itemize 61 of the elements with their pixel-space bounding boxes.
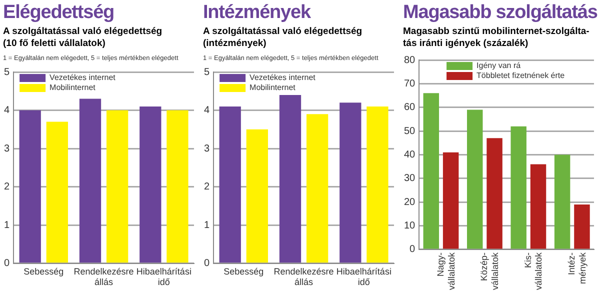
bar [340,102,362,263]
y-tick-label: 2 [4,182,10,193]
y-tick-label: 3 [204,143,210,154]
bar [279,94,302,263]
chart-title: Intézmények [203,2,312,24]
x-tick-label: Rendelkezésre állás [74,266,134,288]
y-tick-label: 10 [404,220,416,232]
y-tick-label: 4 [204,105,210,116]
x-tick-label: Nagy- vállalatok [435,252,456,290]
legend-label: Mobilinternet [50,83,96,92]
bar [574,204,590,249]
chart-subtitle: A szolgáltatással való elégedettség (intézmények) [203,26,364,50]
y-tick-label: 4 [4,105,10,116]
y-tick-label: 0 [410,244,416,256]
legend-label: Többletet fizetnének érte [476,71,566,80]
x-tick-label: Intéz- mények [566,252,588,284]
legend-label: Igény van rá [476,61,522,70]
bar [306,114,328,263]
x-tick-label: Hibaelhárítási idő [136,266,192,288]
legend-label: Mobilinternet [250,83,296,92]
bar [510,126,526,249]
bar [140,106,162,263]
y-tick-label: 1 [4,220,10,231]
bar [366,106,388,263]
y-tick-label: 5 [4,66,10,78]
bar [486,138,502,249]
bar [554,154,570,249]
x-tick-label: Sebesség [24,266,64,276]
bar [46,122,68,263]
x-tick-label: Hibaelhárítási idő [336,266,392,288]
bar [106,110,128,263]
bar [423,93,440,249]
bar [530,164,546,249]
y-tick-label: 80 [404,54,416,66]
y-tick-label: 40 [404,149,416,160]
bar [466,110,483,249]
bar [19,110,41,263]
y-tick-label: 30 [404,173,416,184]
bar [246,129,268,263]
chart-subtitle: Magasabb szintű mobilinternet-szolgálta- tás iránti igények (százalék) [403,26,590,50]
y-tick-label: 60 [404,102,416,114]
chart-title: Magasabb szolgáltatás [403,2,598,24]
x-tick-label: Sebesség [224,266,264,276]
bar [219,106,241,263]
y-tick-label: 70 [404,78,416,90]
y-tick-label: 2 [204,182,210,193]
y-tick-label: 0 [204,258,210,270]
y-tick-label: 0 [4,258,10,270]
chart-title: Elégedettség [3,2,116,24]
y-tick-label: 20 [404,196,416,208]
bar [166,110,188,263]
bar [442,152,459,249]
x-tick-label: Rendelkezésre állás [274,266,334,288]
y-tick-label: 3 [4,143,10,154]
legend-label: Vezetékes internet [250,73,316,82]
y-tick-label: 50 [404,126,416,137]
y-tick-label: 5 [204,66,210,78]
y-tick-label: 1 [204,220,210,231]
bar [79,98,102,263]
chart-subtitle: A szolgáltatással való elégedettség (10 fő feletti vállalatok) [3,26,164,50]
legend-label: Vezetékes internet [50,73,116,82]
